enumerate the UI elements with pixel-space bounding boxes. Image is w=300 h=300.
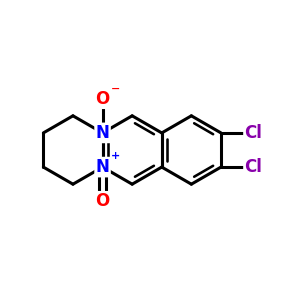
Text: N: N	[96, 124, 110, 142]
Text: −: −	[111, 83, 120, 93]
Text: Cl: Cl	[244, 158, 262, 176]
Text: O: O	[95, 192, 110, 210]
Text: N: N	[96, 158, 110, 176]
Text: Cl: Cl	[244, 124, 262, 142]
Text: +: +	[111, 151, 120, 161]
Text: O: O	[95, 90, 110, 108]
